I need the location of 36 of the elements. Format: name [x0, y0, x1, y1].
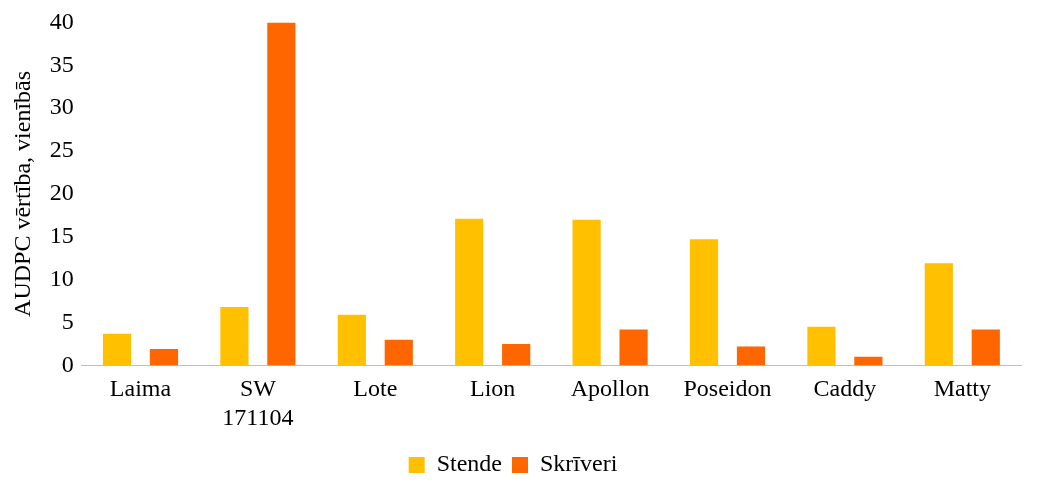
bar — [689, 239, 719, 366]
x-tick-label: Laima — [109, 375, 172, 402]
y-tick-label: 30 — [49, 93, 74, 120]
bar — [267, 22, 296, 366]
bar — [102, 333, 132, 366]
y-tick-label: 40 — [49, 7, 74, 34]
y-tick-label: 25 — [49, 136, 74, 163]
bar — [337, 314, 366, 366]
x-tick-label: Poseidon — [683, 375, 772, 402]
bar — [736, 346, 766, 366]
bar — [220, 307, 249, 366]
bar — [384, 339, 413, 366]
y-tick-label: 15 — [49, 222, 74, 249]
x-tick-label: Caddy — [813, 375, 877, 402]
y-tick-label: 5 — [61, 307, 74, 334]
x-tick-label: Lote — [353, 375, 398, 402]
y-tick-label: 10 — [49, 264, 74, 291]
x-tick-label: Matty — [933, 375, 991, 402]
legend-label: Skrīveri — [540, 450, 618, 477]
bar — [971, 329, 1000, 366]
y-tick-label: 20 — [49, 179, 74, 206]
legend-label: Stende — [436, 450, 503, 477]
y-axis-title: AUDPC vērtība, vienībās — [8, 70, 35, 317]
bar — [572, 219, 601, 366]
bar — [502, 343, 531, 366]
x-tick-label: SW 171104 — [222, 375, 294, 430]
y-tick-label: 35 — [49, 50, 74, 77]
bar — [854, 356, 883, 366]
bar — [455, 218, 484, 366]
bar — [924, 263, 953, 366]
y-tick-label: 0 — [61, 350, 74, 377]
bar — [807, 326, 836, 366]
x-tick-label: Lion — [470, 375, 516, 402]
bar — [619, 329, 648, 366]
x-tick-label: Apollon — [570, 375, 650, 402]
bar — [149, 349, 179, 366]
